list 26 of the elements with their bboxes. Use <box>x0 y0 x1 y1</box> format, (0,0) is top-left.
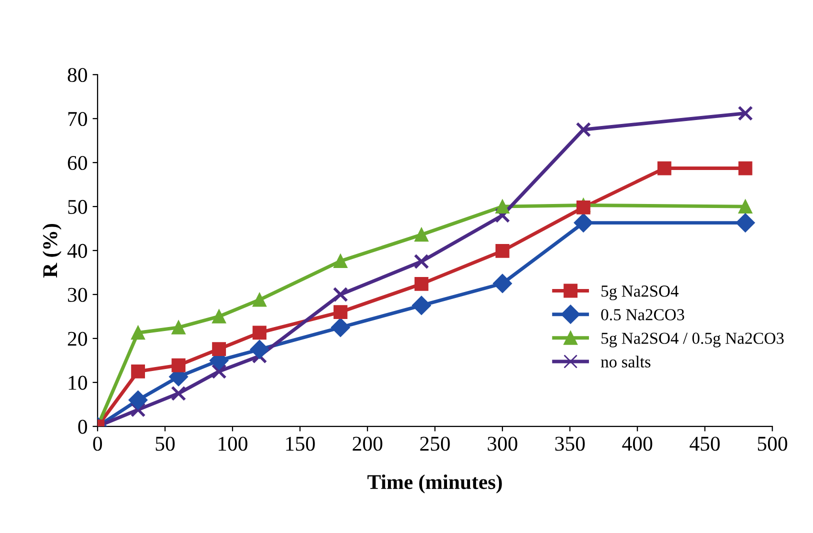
y-tick-label: 40 <box>67 244 88 258</box>
x-axis-title: Time (minutes) <box>367 474 502 494</box>
x-tick-label: 300 <box>488 436 518 451</box>
y-tick-label: 70 <box>68 112 88 126</box>
x-tick-label: 100 <box>218 436 248 451</box>
x-tick-label: 50 <box>156 436 175 451</box>
x-tick-label: 450 <box>690 436 720 451</box>
x-tick-label: 0 <box>93 436 102 451</box>
x-tick-label: 150 <box>286 436 315 451</box>
legend-label: 0.5 Na2CO3 <box>601 309 684 320</box>
x-tick-label: 250 <box>420 436 450 451</box>
x-tick-label: 200 <box>352 436 382 451</box>
legend-label: 5g Na2SO4 <box>602 286 679 300</box>
x-tick-label: 350 <box>555 436 585 451</box>
x-tick-label: 400 <box>622 436 652 451</box>
y-tick-label: 30 <box>68 288 88 302</box>
x-tick-label: 500 <box>758 436 788 451</box>
y-tick-label: 20 <box>68 332 88 346</box>
y-tick-label: 10 <box>68 376 88 390</box>
y-tick-label: 80 <box>68 68 88 82</box>
y-axis-title: R (%) <box>42 224 62 278</box>
legend-label: no salts <box>600 356 650 368</box>
y-tick-label: 0 <box>78 420 88 434</box>
y-tick-label: 50 <box>68 200 88 214</box>
legend-label: 5g Na2SO4 / 0.5g Na2CO3 <box>602 332 784 348</box>
y-tick-label: 60 <box>68 156 88 170</box>
